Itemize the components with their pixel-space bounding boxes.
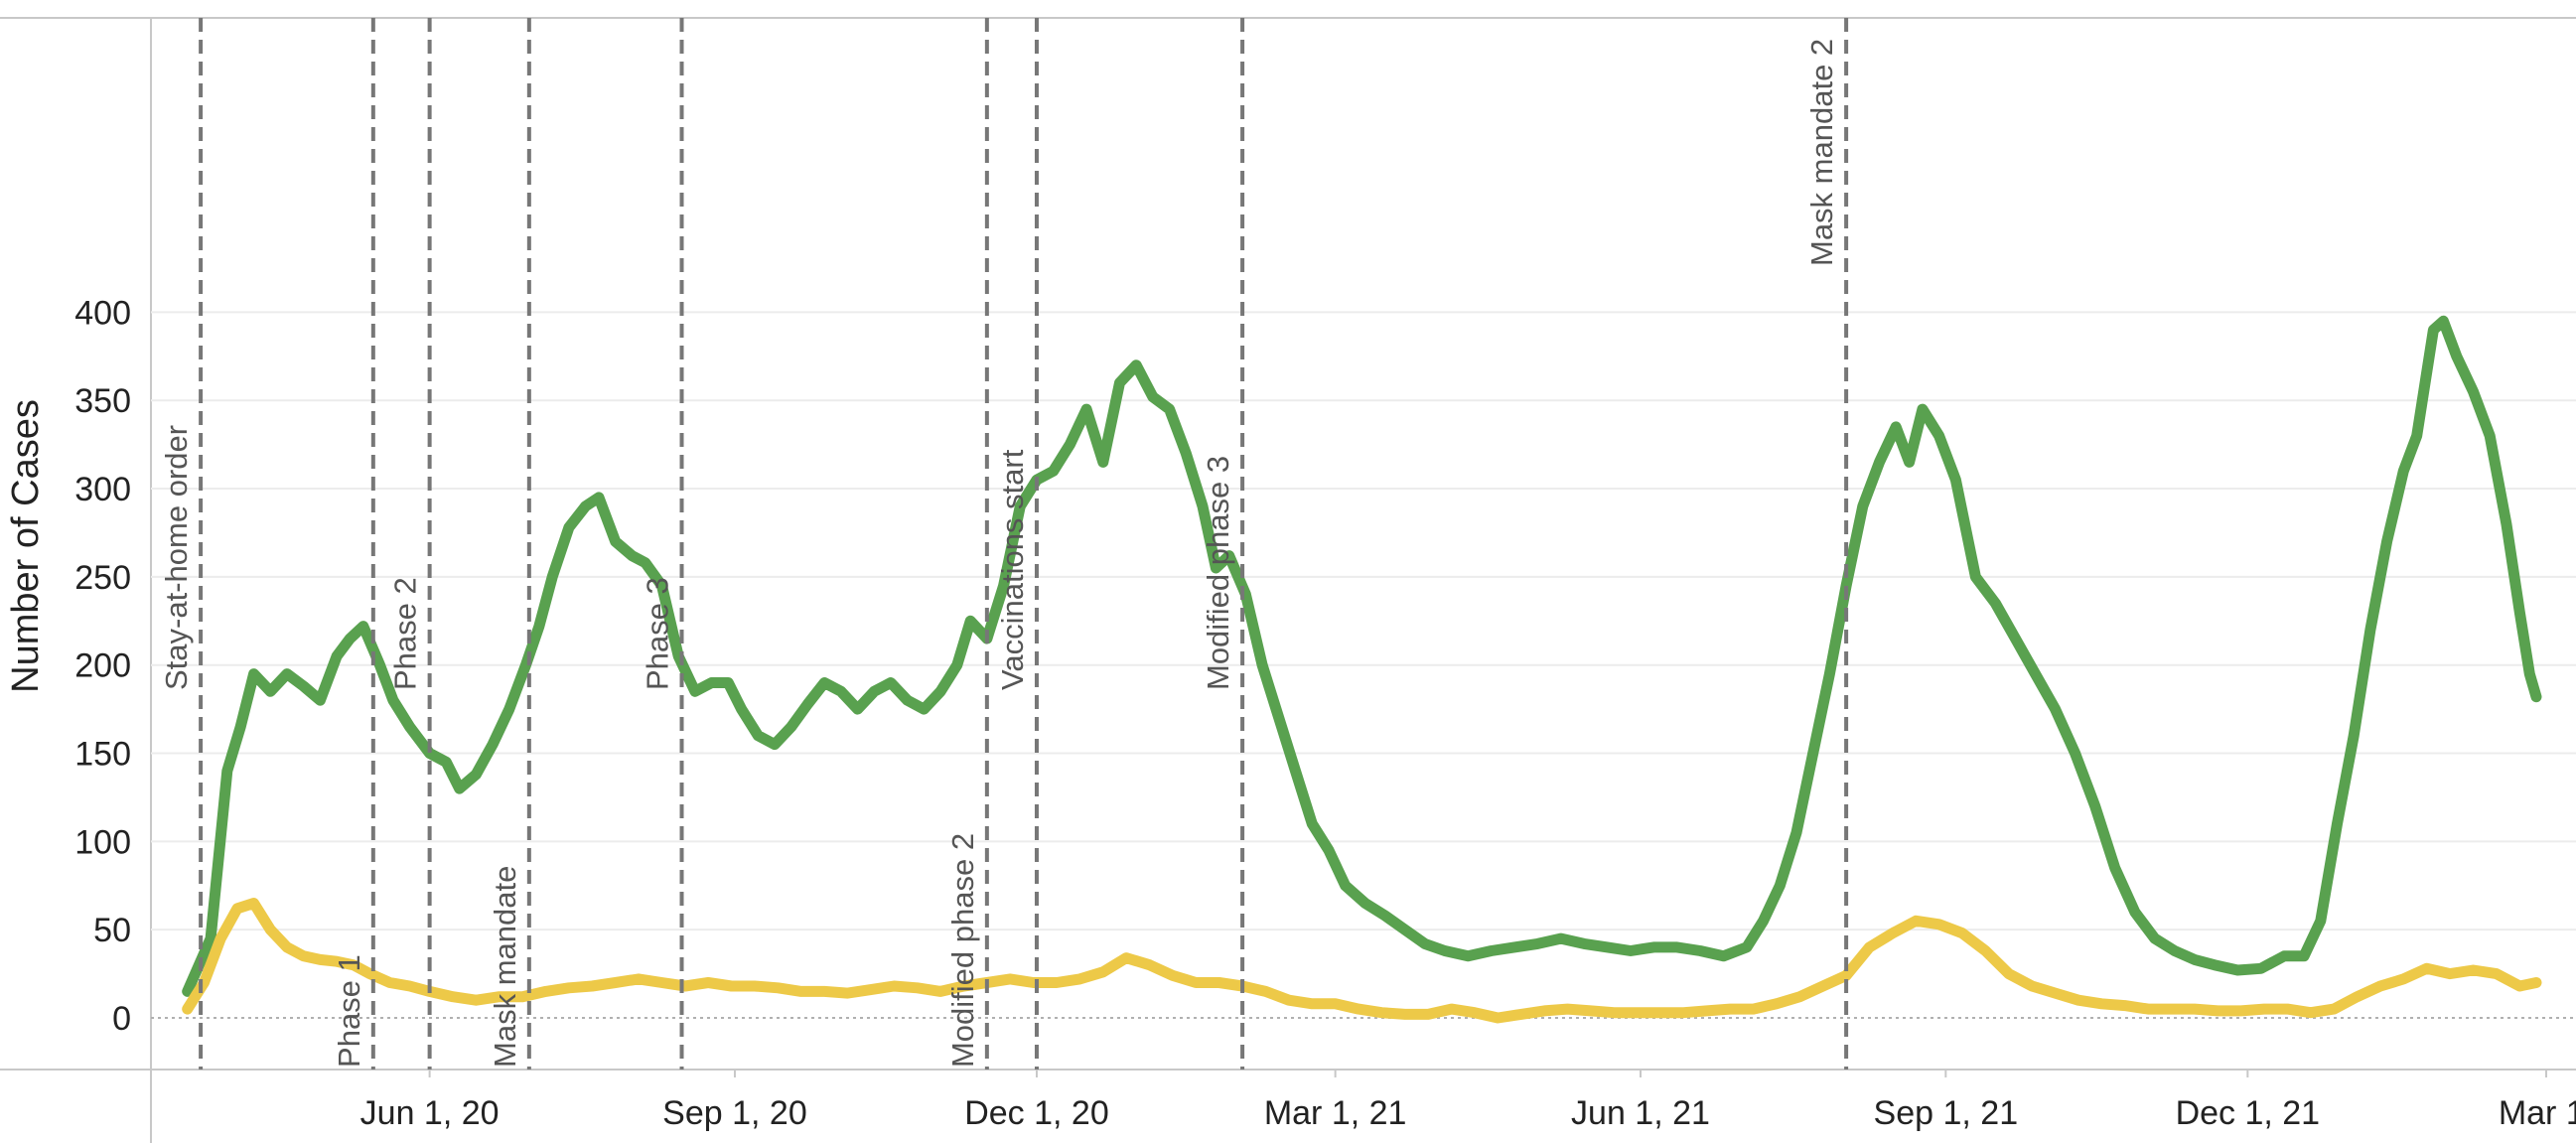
- event-markers: Stay-at-home order Phase 1 Phase 2 Mask man…: [159, 18, 1849, 1070]
- event-label: Phase 3: [641, 577, 675, 690]
- x-axis-ticks: Jun 1, 20 Sep 1, 20 Dec 1, 20 Mar 1, 21 Jun …: [360, 1070, 2576, 1132]
- event-label: Vaccinations start: [995, 449, 1030, 690]
- event-label: Mask mandate 2: [1804, 39, 1839, 266]
- x-tick-label: Jun 1, 20: [360, 1094, 500, 1132]
- x-tick-label: Jun 1, 21: [1571, 1094, 1710, 1132]
- event-label: Modified phase 2: [945, 833, 980, 1068]
- y-tick-label: 0: [112, 1000, 131, 1038]
- x-tick-label: Dec 1, 21: [2176, 1094, 2321, 1132]
- x-tick-label: Sep 1, 20: [662, 1094, 807, 1132]
- event-label: Phase 1: [332, 954, 366, 1068]
- x-tick-label: Mar 1, 21: [1264, 1094, 1407, 1132]
- event-label: Stay-at-home order: [159, 425, 194, 690]
- y-axis-label: Number of Cases: [5, 399, 47, 693]
- y-tick-label: 350: [74, 382, 131, 420]
- y-tick-label: 200: [74, 647, 131, 685]
- series-line-1: [182, 315, 2542, 997]
- event-label: Phase 2: [388, 577, 423, 690]
- chart-frame: [0, 17, 2576, 1143]
- gridlines: [151, 311, 2576, 1019]
- y-tick-label: 300: [74, 471, 131, 508]
- y-tick-label: 100: [74, 823, 131, 861]
- y-tick-label: 150: [74, 736, 131, 774]
- y-tick-label: 400: [74, 294, 131, 332]
- x-tick-label: Mar 1,: [2499, 1094, 2576, 1132]
- event-label: Mask mandate: [488, 866, 522, 1068]
- x-tick-label: Dec 1, 20: [964, 1094, 1109, 1132]
- series-lines: [182, 315, 2542, 1024]
- y-axis-ticks: 0 50 100 150 200 250 300 350 400: [74, 294, 131, 1038]
- x-tick-label: Sep 1, 21: [1874, 1094, 2019, 1132]
- y-tick-label: 50: [93, 912, 131, 949]
- series-line-2: [182, 898, 2542, 1024]
- y-tick-label: 250: [74, 559, 131, 597]
- event-label: Modified phase 3: [1201, 456, 1235, 690]
